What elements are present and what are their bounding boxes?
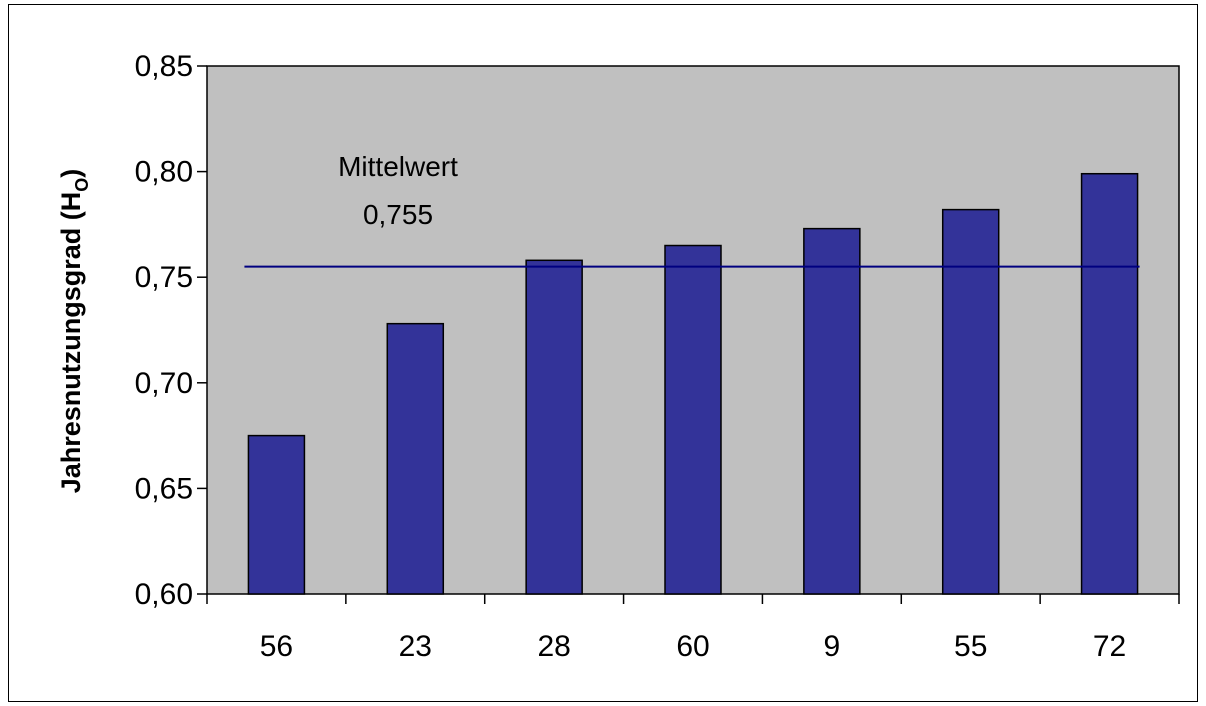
mean-label-title: Mittelwert <box>338 151 458 182</box>
x-tick-label-55: 55 <box>954 630 987 663</box>
x-tick-label-60: 60 <box>676 630 709 663</box>
y-tick-label: 0,85 <box>135 50 193 83</box>
x-tick-label-56: 56 <box>260 630 293 663</box>
y-axis-label-suffix: ) <box>56 169 86 178</box>
y-axis: 0,60 0,65 0,70 0,75 0,80 0,85 <box>135 50 207 611</box>
mean-label-value: 0,755 <box>363 199 433 230</box>
y-tick-label: 0,60 <box>135 578 193 611</box>
bar-23 <box>386 322 445 595</box>
bar-56 <box>247 434 306 595</box>
y-tick-label: 0,80 <box>135 156 193 189</box>
y-tick-label: 0,70 <box>135 367 193 400</box>
x-tick-label-28: 28 <box>537 630 570 663</box>
bar-60 <box>664 244 722 595</box>
bar-9 <box>803 227 861 595</box>
x-axis: 56 23 28 60 9 55 72 <box>206 594 1180 663</box>
bar-28 <box>525 259 583 595</box>
x-tick-label-72: 72 <box>1093 630 1126 663</box>
bar-72 <box>1080 172 1139 595</box>
y-axis-label-main: Jahresnutzungsgrad (H <box>56 192 86 494</box>
x-tick-label-23: 23 <box>399 630 432 663</box>
y-axis-label-subscript: O <box>72 178 92 192</box>
bar-55 <box>941 208 1000 595</box>
x-tick-label-9: 9 <box>824 630 841 663</box>
bars-group <box>247 172 1139 595</box>
y-tick-label: 0,65 <box>135 472 193 505</box>
y-tick-label: 0,75 <box>135 261 193 294</box>
y-axis-label: Jahresnutzungsgrad (HO) <box>56 169 92 494</box>
